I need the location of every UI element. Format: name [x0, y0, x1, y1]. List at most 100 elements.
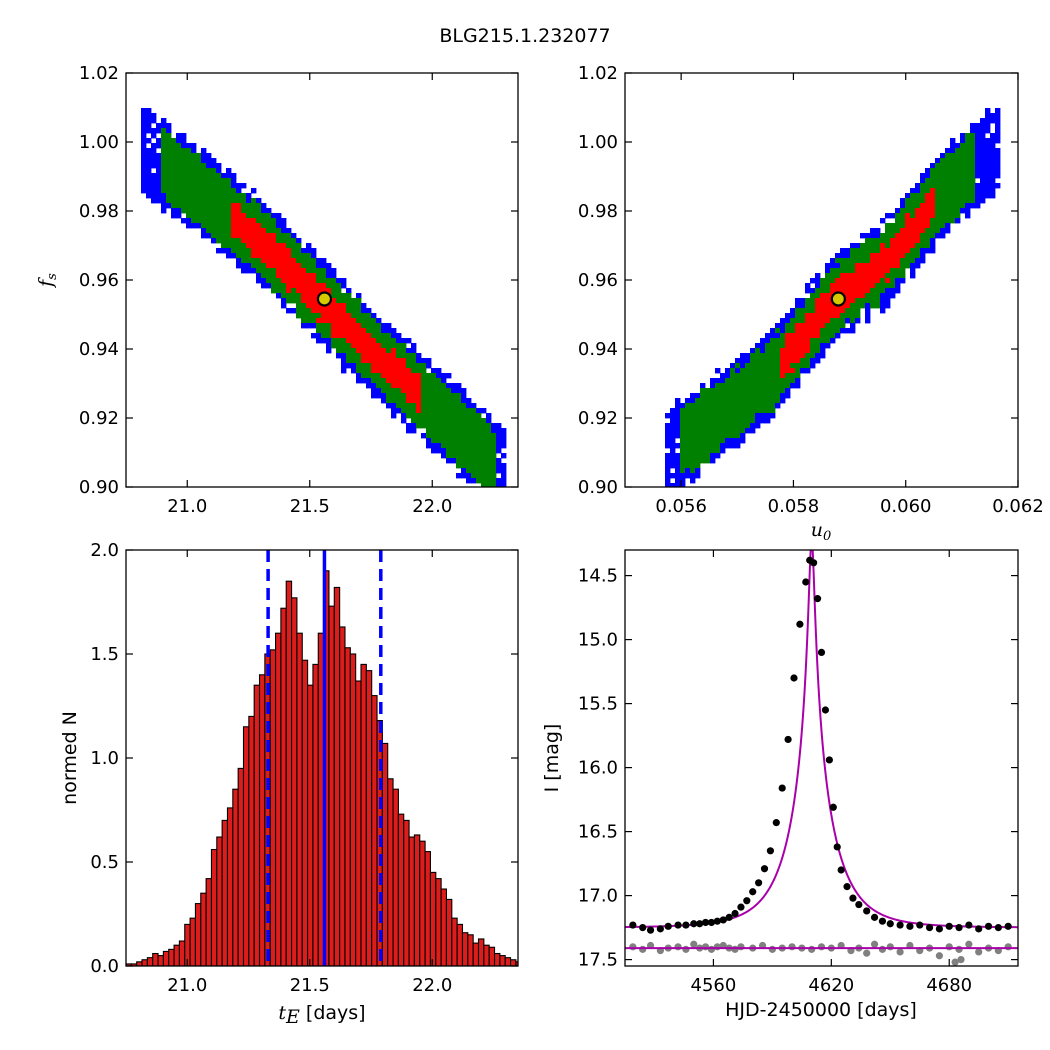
heatmap-cell	[800, 298, 806, 304]
heatmap-cell	[790, 328, 796, 334]
heatmap-cell	[685, 458, 691, 464]
heatmap-cell	[860, 253, 866, 259]
heatmap-cell	[780, 383, 786, 389]
heatmap-cell	[825, 273, 831, 279]
heatmap-cell	[970, 173, 976, 179]
heatmap-cell	[276, 288, 282, 294]
heatmap-cell	[900, 258, 906, 264]
heatmap-cell	[860, 283, 866, 289]
heatmap-cell	[466, 398, 472, 404]
heatmap-cell	[740, 438, 746, 444]
heatmap-cell	[980, 123, 986, 129]
heatmap-cell	[740, 378, 746, 384]
heatmap-cell	[166, 128, 172, 134]
data-point	[737, 903, 745, 911]
heatmap-cell	[970, 148, 976, 154]
heatmap-cell	[216, 183, 222, 189]
heatmap-cell	[880, 258, 886, 264]
heatmap-cell	[256, 228, 262, 234]
heatmap-cell	[885, 243, 891, 249]
heatmap-cell	[286, 263, 292, 269]
heatmap-cell	[386, 348, 392, 354]
heatmap-cell	[141, 158, 147, 164]
heatmap-cell	[446, 448, 452, 454]
heatmap-cell	[476, 418, 482, 424]
heatmap-cell	[321, 263, 327, 269]
heatmap-cell	[261, 273, 267, 279]
heatmap-cell	[436, 448, 442, 454]
heatmap-cell	[750, 368, 756, 374]
heatmap-cell	[965, 138, 971, 144]
heatmap-cell	[830, 338, 836, 344]
heatmap-cell	[386, 343, 392, 349]
heatmap-cell	[725, 368, 731, 374]
heatmap-cell	[815, 333, 821, 339]
heatmap-cell	[745, 383, 751, 389]
heatmap-cell	[291, 258, 297, 264]
heatmap-cell	[381, 333, 387, 339]
heatmap-cell	[206, 208, 212, 214]
heatmap-cell	[855, 273, 861, 279]
heatmap-cell	[141, 128, 147, 134]
heatmap-cell	[141, 133, 147, 139]
heatmap-cell	[755, 353, 761, 359]
heatmap-cell	[910, 228, 916, 234]
heatmap-cell	[271, 223, 277, 229]
heatmap-cell	[291, 273, 297, 279]
heatmap-cell	[905, 213, 911, 219]
heatmap-cell	[955, 208, 961, 214]
heatmap-cell	[930, 193, 936, 199]
heatmap-cell	[680, 403, 686, 409]
heatmap-cell	[760, 343, 766, 349]
heatmap-cell	[865, 303, 871, 309]
heatmap-cell	[920, 248, 926, 254]
heatmap-cell	[186, 213, 192, 219]
heatmap-u0-fs	[665, 108, 1001, 487]
heatmap-cell	[800, 313, 806, 319]
heatmap-cell	[865, 293, 871, 299]
heatmap-cell	[990, 183, 996, 189]
heatmap-cell	[221, 218, 227, 224]
heatmap-cell	[985, 178, 991, 184]
heatmap-cell	[990, 143, 996, 149]
heatmap-cell	[206, 163, 212, 169]
heatmap-cell	[341, 323, 347, 329]
y-tick-label: 0.0	[90, 956, 119, 977]
ticks	[126, 549, 518, 967]
heatmap-cell	[735, 443, 741, 449]
heatmap-cell	[306, 278, 312, 284]
heatmap-cell	[820, 323, 826, 329]
heatmap-cell	[865, 308, 871, 314]
heatmap-cell	[431, 368, 437, 374]
heatmap-cell	[720, 418, 726, 424]
heatmap-cell	[910, 208, 916, 214]
heatmap-cell	[241, 233, 247, 239]
heatmap-cell	[875, 278, 881, 284]
heatmap-cell	[461, 413, 467, 419]
heatmap-cell	[251, 258, 257, 264]
heatmap-cell	[995, 168, 1001, 174]
heatmap-cell	[366, 333, 372, 339]
heatmap-cell	[461, 438, 467, 444]
heatmap-cell	[730, 418, 736, 424]
heatmap-cell	[276, 233, 282, 239]
heatmap-cell	[780, 363, 786, 369]
x-tick-label: 4680	[926, 975, 972, 996]
heatmap-cell	[376, 318, 382, 324]
heatmap-cell	[990, 148, 996, 154]
heatmap-cell	[815, 308, 821, 314]
heatmap-cell	[815, 313, 821, 319]
heatmap-cell	[725, 433, 731, 439]
heatmap-cell	[730, 383, 736, 389]
heatmap-cell	[975, 138, 981, 144]
heatmap-cell	[186, 168, 192, 174]
heatmap-cell	[935, 173, 941, 179]
heatmap-cell	[740, 398, 746, 404]
heatmap-cell	[301, 283, 307, 289]
residual-point	[682, 945, 690, 953]
heatmap-cell	[461, 418, 467, 424]
x-tick-label: 4620	[808, 975, 854, 996]
heatmap-cell	[276, 248, 282, 254]
heatmap-cell	[755, 373, 761, 379]
heatmap-cell	[161, 153, 167, 159]
